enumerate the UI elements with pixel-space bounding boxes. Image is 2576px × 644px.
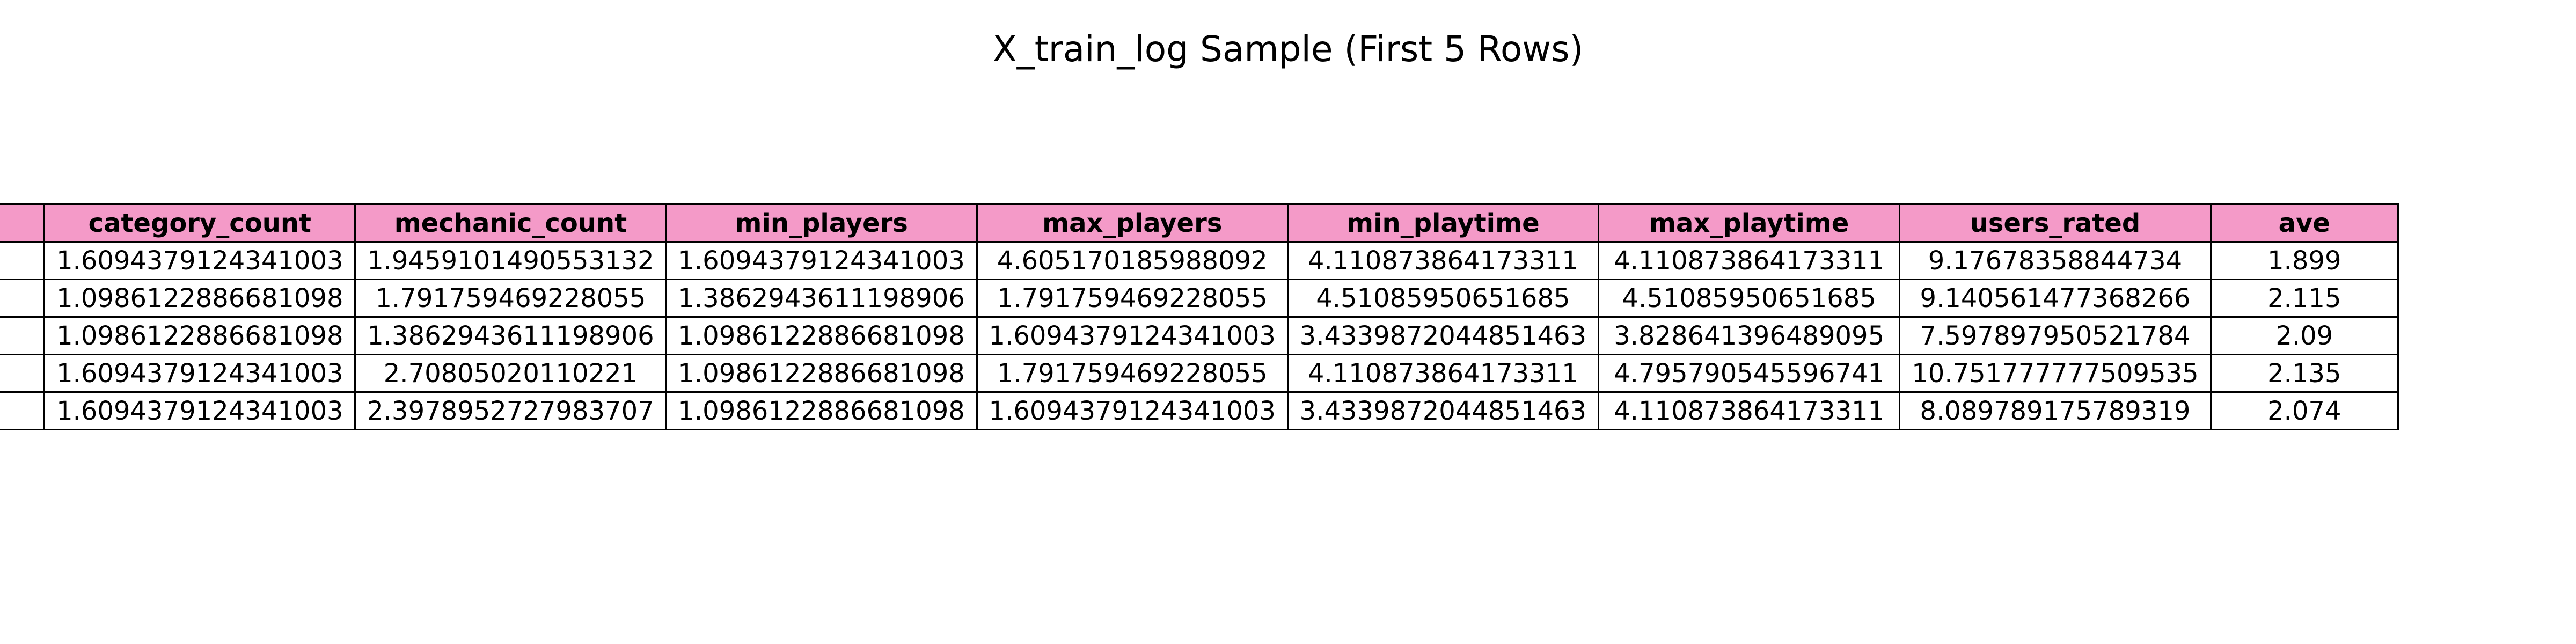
- header-row: ghtcategory_countmechanic_countmin_playe…: [0, 203, 2399, 243]
- table-cell: 1.0986122886681098: [665, 391, 978, 430]
- table-cell: 1.6094379124341003: [665, 241, 978, 280]
- column-header: min_players: [665, 203, 978, 243]
- table-cell: 95855622: [0, 316, 46, 355]
- table-header: ghtcategory_countmechanic_countmin_playe…: [0, 203, 2399, 243]
- table-cell: 9.17678358844734: [1899, 241, 2212, 280]
- table-cell: 1786634: [0, 354, 46, 393]
- table-cell: 1.791759469228055: [976, 279, 1289, 318]
- table-cell: 74241103: [0, 279, 46, 318]
- table-cell: 1.9459101490553132: [354, 241, 667, 280]
- table-cell: 1.3862943611198906: [354, 316, 667, 355]
- table-cell: 9.140561477368266: [1899, 279, 2212, 318]
- table-row: 958556221.09861228866810981.386294361119…: [0, 316, 2399, 355]
- column-header: max_players: [976, 203, 1289, 243]
- column-header: ght: [0, 203, 46, 243]
- table-cell: 4.51085950651685: [1286, 279, 1599, 318]
- table-cell: 2.135: [2209, 354, 2399, 393]
- table-cell: 1.899: [2209, 241, 2399, 280]
- table-cell: 1.0986122886681098: [43, 279, 356, 318]
- table-cell: 4.51085950651685: [1597, 279, 1901, 318]
- table-cell: 4.110873864173311: [1286, 354, 1599, 393]
- table-cell: 4.110873864173311: [1286, 241, 1599, 280]
- column-header: users_rated: [1899, 203, 2212, 243]
- table-cell: 1.6094379124341003: [43, 391, 356, 430]
- table-cell: 4.110873864173311: [1597, 241, 1901, 280]
- table-row: 742411031.09861228866810981.791759469228…: [0, 279, 2399, 318]
- table-cell: 1.3862943611198906: [665, 279, 978, 318]
- table-cell: 1.0986122886681098: [665, 316, 978, 355]
- column-header: min_playtime: [1286, 203, 1599, 243]
- column-header: mechanic_count: [354, 203, 667, 243]
- table-cell: 2.09: [2209, 316, 2399, 355]
- table-cell: 2.3978952727983707: [354, 391, 667, 430]
- column-header: ave: [2209, 203, 2399, 243]
- table-body: 272617941.60943791243410031.945910149055…: [0, 241, 2399, 430]
- table-cell: 1.791759469228055: [354, 279, 667, 318]
- table-cell: 1.6094379124341003: [43, 354, 356, 393]
- table-row: 272617941.60943791243410031.945910149055…: [0, 241, 2399, 280]
- table-cell: 4.110873864173311: [1597, 391, 1901, 430]
- chart-title: X_train_log Sample (First 5 Rows): [992, 28, 1584, 70]
- column-header: max_playtime: [1597, 203, 1901, 243]
- table-cell: 1.6094379124341003: [976, 391, 1289, 430]
- table-cell: 1.791759469228055: [976, 354, 1289, 393]
- table-cell: 2.115: [2209, 279, 2399, 318]
- table-cell: 60729336: [0, 391, 46, 430]
- table-cell: 3.4339872044851463: [1286, 391, 1599, 430]
- table-cell: 1.6094379124341003: [976, 316, 1289, 355]
- table-cell: 2.70805020110221: [354, 354, 667, 393]
- column-header: category_count: [43, 203, 356, 243]
- table-cell: 3.828641396489095: [1597, 316, 1901, 355]
- table-row: 17866341.60943791243410032.7080502011022…: [0, 354, 2399, 393]
- table-row: 607293361.60943791243410032.397895272798…: [0, 391, 2399, 430]
- table-cell: 4.605170185988092: [976, 241, 1289, 280]
- table-cell: 27261794: [0, 241, 46, 280]
- table-cell: 1.6094379124341003: [43, 241, 356, 280]
- table-cell: 4.795790545596741: [1597, 354, 1901, 393]
- table-cell: 2.074: [2209, 391, 2399, 430]
- table-cell: 1.0986122886681098: [665, 354, 978, 393]
- table-cell: 1.0986122886681098: [43, 316, 356, 355]
- table-cell: 3.4339872044851463: [1286, 316, 1599, 355]
- table-cell: 8.089789175789319: [1899, 391, 2212, 430]
- data-table: ghtcategory_countmechanic_countmin_playe…: [0, 203, 2399, 430]
- table-cell: 7.597897950521784: [1899, 316, 2212, 355]
- table-cell: 10.751777777509535: [1899, 354, 2212, 393]
